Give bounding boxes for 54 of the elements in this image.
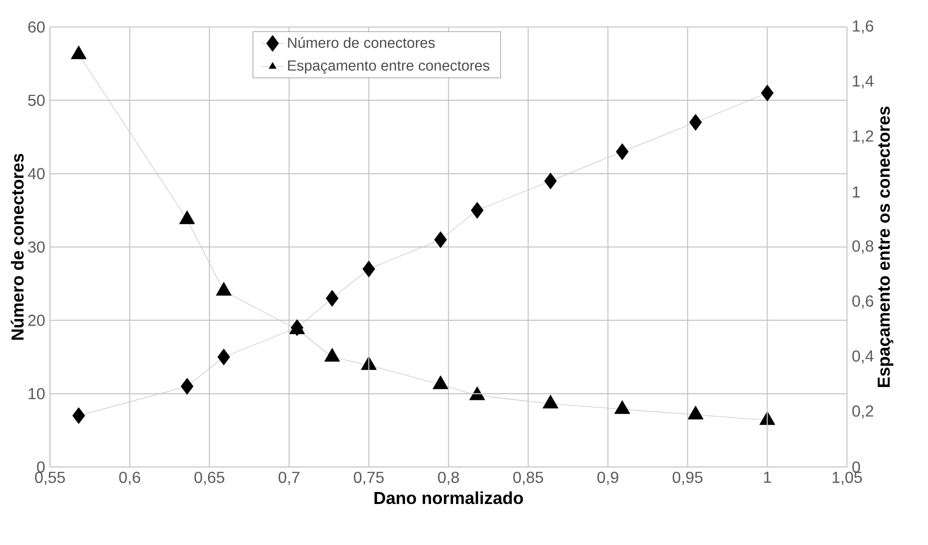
x-tick-label: 0,75 bbox=[354, 472, 384, 485]
x-tick-label: 0,7 bbox=[278, 472, 300, 485]
point bbox=[361, 356, 377, 370]
y2-tick-label: 1,2 bbox=[852, 130, 874, 144]
y2-tick-label: 1,4 bbox=[852, 75, 874, 89]
y2-tick-label: 0,8 bbox=[852, 240, 874, 254]
x-tick-label: 0,9 bbox=[597, 472, 618, 485]
x-tick-label: 1,05 bbox=[832, 472, 862, 485]
x-tick-label: 1 bbox=[764, 472, 771, 483]
y2-axis-title: Espaçamento entre os conectores bbox=[878, 106, 894, 387]
y2-tick-label: 0,6 bbox=[852, 295, 874, 309]
x-tick-label: 0,95 bbox=[672, 472, 702, 485]
y-tick-label: 30 bbox=[28, 241, 45, 253]
y-tick-label: 10 bbox=[28, 388, 45, 400]
point bbox=[688, 406, 704, 420]
y-tick-label: 60 bbox=[28, 21, 45, 33]
point bbox=[544, 172, 557, 190]
y-axis-title: Número de conectores bbox=[10, 154, 24, 340]
point bbox=[179, 210, 195, 224]
point bbox=[689, 114, 702, 131]
point bbox=[217, 348, 230, 366]
y2-tick-label: 0 bbox=[852, 461, 860, 473]
point bbox=[470, 202, 484, 219]
y2-tick-label: 1,6 bbox=[852, 20, 874, 34]
point bbox=[616, 143, 629, 160]
y2-tick-label: 0,2 bbox=[852, 405, 874, 419]
y-tick-label: 20 bbox=[28, 314, 45, 326]
point bbox=[432, 376, 448, 390]
y-tick-label: 50 bbox=[28, 94, 45, 106]
y2-tick-label: 1 bbox=[852, 186, 860, 198]
legend-label: Espaçamento entre conectores bbox=[288, 60, 490, 74]
point bbox=[180, 378, 194, 395]
point bbox=[216, 282, 232, 296]
x-axis-title: Dano normalizado bbox=[374, 491, 523, 504]
point bbox=[324, 348, 340, 362]
y2-tick-label: 0,4 bbox=[852, 350, 874, 364]
y-tick-label: 40 bbox=[28, 168, 45, 180]
point bbox=[760, 411, 776, 425]
x-tick-label: 0,85 bbox=[513, 472, 544, 485]
point bbox=[70, 46, 86, 60]
x-tick-label: 0,6 bbox=[119, 472, 140, 485]
point bbox=[72, 407, 85, 424]
x-tick-label: 0,65 bbox=[194, 472, 224, 485]
point bbox=[614, 400, 630, 414]
legend-label: Número de conectores bbox=[288, 37, 435, 48]
point bbox=[761, 84, 774, 102]
y-tick-label: 0 bbox=[37, 461, 45, 473]
point bbox=[362, 260, 376, 278]
x-tick-label: 0,55 bbox=[35, 472, 65, 485]
point bbox=[542, 394, 558, 408]
point bbox=[434, 231, 447, 248]
x-tick-label: 0,8 bbox=[438, 472, 459, 485]
point bbox=[469, 386, 485, 400]
point bbox=[326, 290, 338, 307]
